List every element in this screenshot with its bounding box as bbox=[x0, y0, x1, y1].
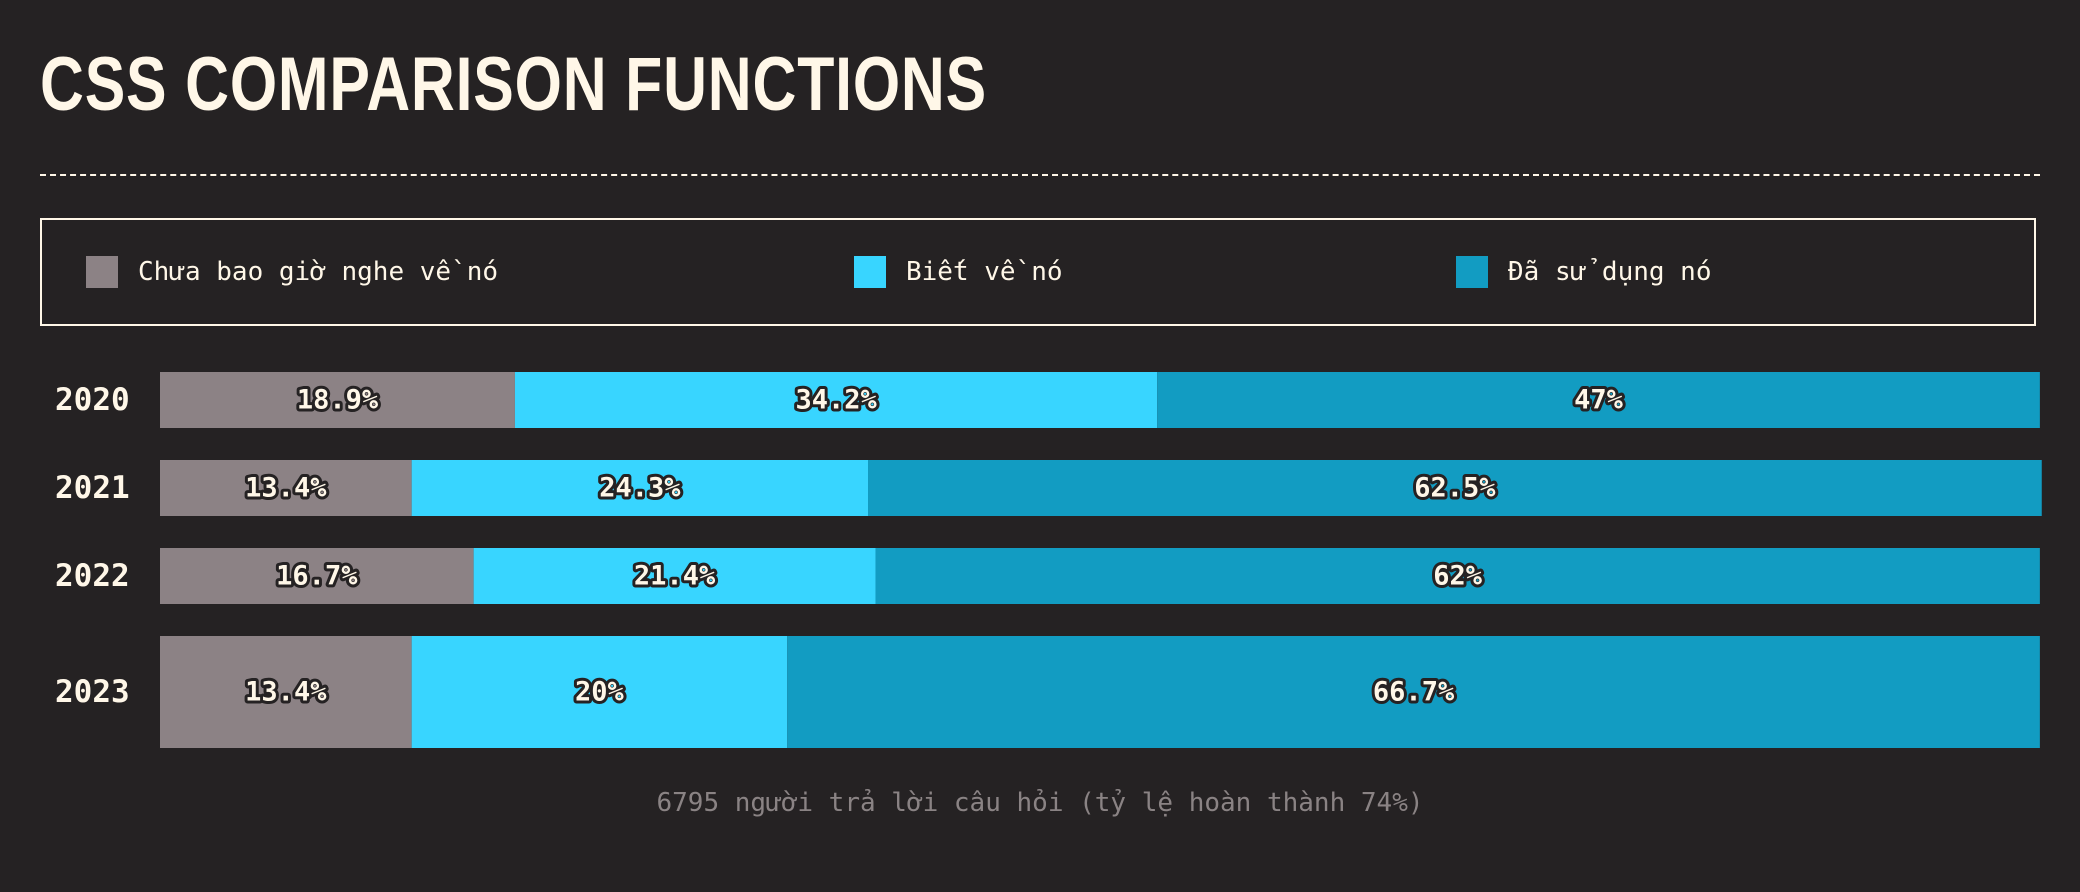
bar-2021-know-about[interactable] bbox=[411, 460, 869, 516]
stacked-bar-chart: 2020 18.9% 34.2% 47% 2021 13.4% 24.3% 62.5% 2022… bbox=[55, 372, 2042, 748]
bar-2023-used-it[interactable] bbox=[787, 636, 2040, 748]
data-label-2021-used-it: 62.5% bbox=[1414, 473, 1496, 504]
legend-item-used-it[interactable]: Đã sử dụng nó bbox=[1456, 220, 1712, 324]
bar-2020-know-about[interactable] bbox=[514, 372, 1158, 428]
year-label-2023: 2023 bbox=[55, 674, 130, 710]
legend-item-never-heard[interactable]: Chưa bao giờ nghe về nó bbox=[86, 220, 498, 324]
data-label-2020-used-it: 47% bbox=[1574, 385, 1624, 416]
year-label-2021: 2021 bbox=[55, 470, 130, 506]
data-label-2021-never-heard: 13.4% bbox=[245, 473, 327, 504]
data-label-2022-never-heard: 16.7% bbox=[276, 561, 358, 592]
legend-item-know-about[interactable]: Biết về nó bbox=[854, 220, 1063, 324]
legend-swatch-never-heard bbox=[86, 256, 118, 288]
data-label-2023-know-about: 20% bbox=[575, 677, 625, 708]
bar-2020-used-it[interactable] bbox=[1157, 372, 2040, 428]
legend: Chưa bao giờ nghe về nó Biết về nó Đã sử… bbox=[40, 218, 2036, 326]
title-divider bbox=[40, 174, 2040, 176]
legend-swatch-used-it bbox=[1456, 256, 1488, 288]
bar-2022-know-about[interactable] bbox=[473, 548, 876, 604]
bar-2023-never-heard[interactable] bbox=[160, 636, 412, 748]
bar-2023-know-about[interactable] bbox=[411, 636, 788, 748]
bar-2022-used-it[interactable] bbox=[875, 548, 2040, 604]
year-label-2020: 2020 bbox=[55, 382, 130, 418]
legend-swatch-know-about bbox=[854, 256, 886, 288]
data-label-2020-never-heard: 18.9% bbox=[297, 385, 379, 416]
legend-label-know-about: Biết về nó bbox=[906, 257, 1063, 287]
respondents-caption: 6795 người trả lời câu hỏi (tỷ lệ hoàn t… bbox=[656, 788, 1424, 818]
bar-2022-never-heard[interactable] bbox=[160, 548, 474, 604]
year-label-2022: 2022 bbox=[55, 558, 130, 594]
data-label-2022-know-about: 21.4% bbox=[634, 561, 716, 592]
data-label-2020-know-about: 34.2% bbox=[795, 385, 877, 416]
data-label-2021-know-about: 24.3% bbox=[599, 473, 681, 504]
bar-2020-never-heard[interactable] bbox=[160, 372, 515, 428]
bar-2021-used-it[interactable] bbox=[868, 460, 2042, 516]
bar-2021-never-heard[interactable] bbox=[160, 460, 412, 516]
legend-label-used-it: Đã sử dụng nó bbox=[1508, 257, 1712, 287]
data-label-2023-never-heard: 13.4% bbox=[245, 677, 327, 708]
chart-title: CSS COMPARISON FUNCTIONS bbox=[40, 42, 987, 127]
data-label-2023-used-it: 66.7% bbox=[1373, 677, 1455, 708]
legend-label-never-heard: Chưa bao giờ nghe về nó bbox=[138, 257, 499, 287]
data-label-2022-used-it: 62% bbox=[1433, 561, 1483, 592]
